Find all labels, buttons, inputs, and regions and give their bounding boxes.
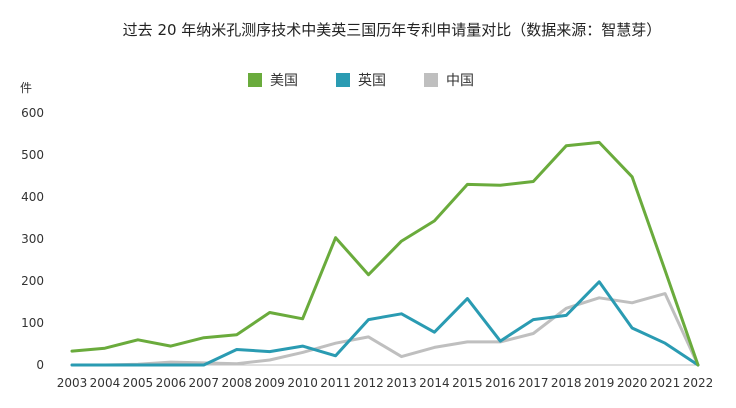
legend: 美国 英国 中国 [248,72,474,89]
legend-swatch [248,73,262,87]
x-tick-label: 2019 [584,376,615,390]
legend-swatch [336,73,350,87]
legend-label: 英国 [358,72,386,89]
series-line-0 [70,140,700,367]
x-tick-label: 2022 [683,376,714,390]
y-tick-label: 200 [21,274,44,288]
x-tick-label: 2010 [287,376,318,390]
legend-swatch [424,73,438,87]
x-tick-label: 2013 [386,376,417,390]
series-lines [70,140,700,367]
x-tick-label: 2018 [551,376,582,390]
x-tick-label: 2012 [353,376,384,390]
x-tick-label: 2017 [518,376,549,390]
series-line-2 [70,292,700,367]
series-line-1 [70,280,700,367]
x-tick-label: 2016 [485,376,516,390]
x-tick-label: 2005 [123,376,154,390]
y-axis-unit-label: 件 [20,81,32,95]
y-tick-label: 100 [21,316,44,330]
legend-label: 中国 [446,73,474,89]
y-tick-label: 600 [21,106,44,120]
x-tick-label: 2004 [90,376,121,390]
x-tick-label: 2014 [419,376,450,390]
x-tick-label: 2011 [320,376,351,390]
y-tick-label: 400 [21,190,44,204]
x-tick-label: 2006 [156,376,187,390]
y-tick-label: 500 [21,148,44,162]
y-tick-label: 0 [36,358,44,372]
y-axis-ticks: 0 100 200 300 400 500 600 [21,106,44,372]
legend-label: 美国 [270,73,298,89]
x-tick-label: 2020 [617,376,648,390]
y-tick-label: 300 [21,232,44,246]
x-tick-label: 2007 [189,376,220,390]
chart-title: 过去 20 年纳米孔测序技术中美英三国历年专利申请量对比（数据来源：智慧芽） [123,21,662,39]
x-axis-ticks: 2003 2004 2005 2006 2007 2008 2009 2010 2011 2012… [57,376,714,390]
x-tick-label: 2003 [57,376,88,390]
x-tick-label: 2021 [650,376,681,390]
x-tick-label: 2008 [221,376,252,390]
x-tick-label: 2009 [254,376,285,390]
x-tick-label: 2015 [452,376,483,390]
